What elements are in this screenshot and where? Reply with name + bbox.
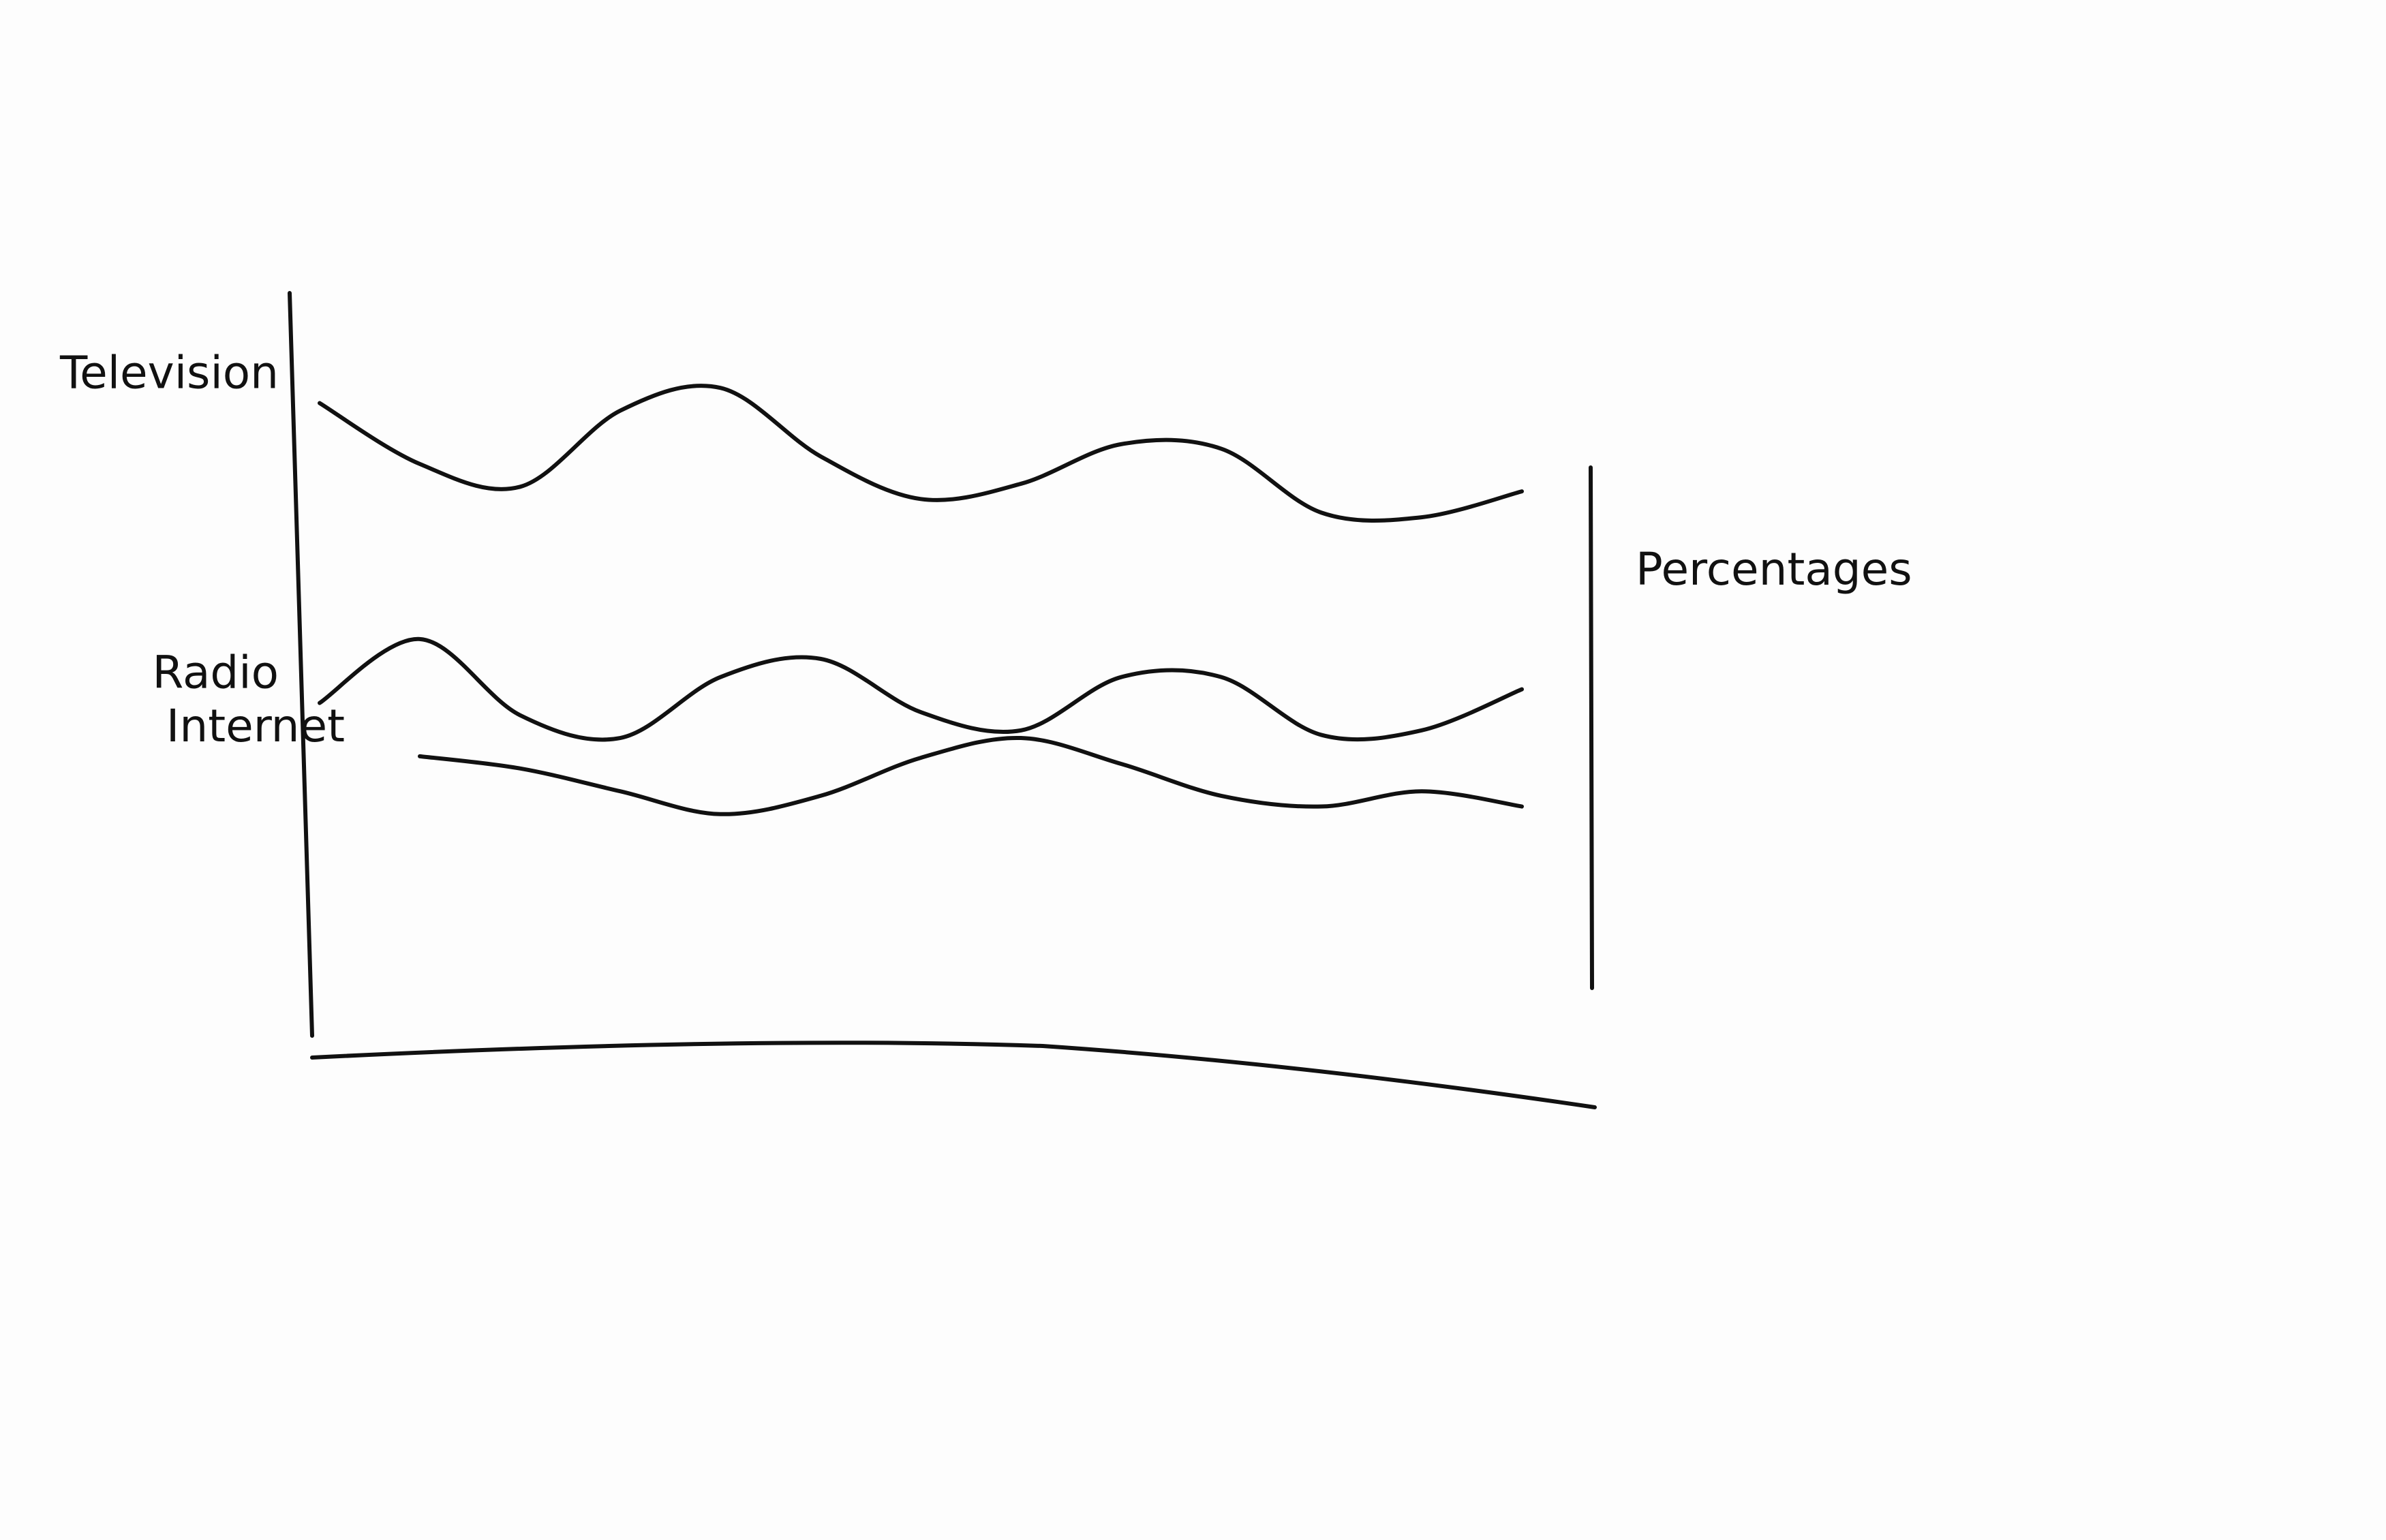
series-label: Internet	[166, 700, 345, 752]
x-axis	[310, 1041, 1597, 1109]
series-line	[418, 735, 1524, 816]
series-label: Radio	[153, 647, 279, 699]
y-axis-label: Percentages	[1636, 543, 1912, 596]
right-axis	[1589, 465, 1594, 990]
series-line	[318, 636, 1524, 742]
series-line	[318, 384, 1524, 523]
left-axis	[288, 291, 314, 1038]
series-label: Television	[59, 347, 279, 399]
